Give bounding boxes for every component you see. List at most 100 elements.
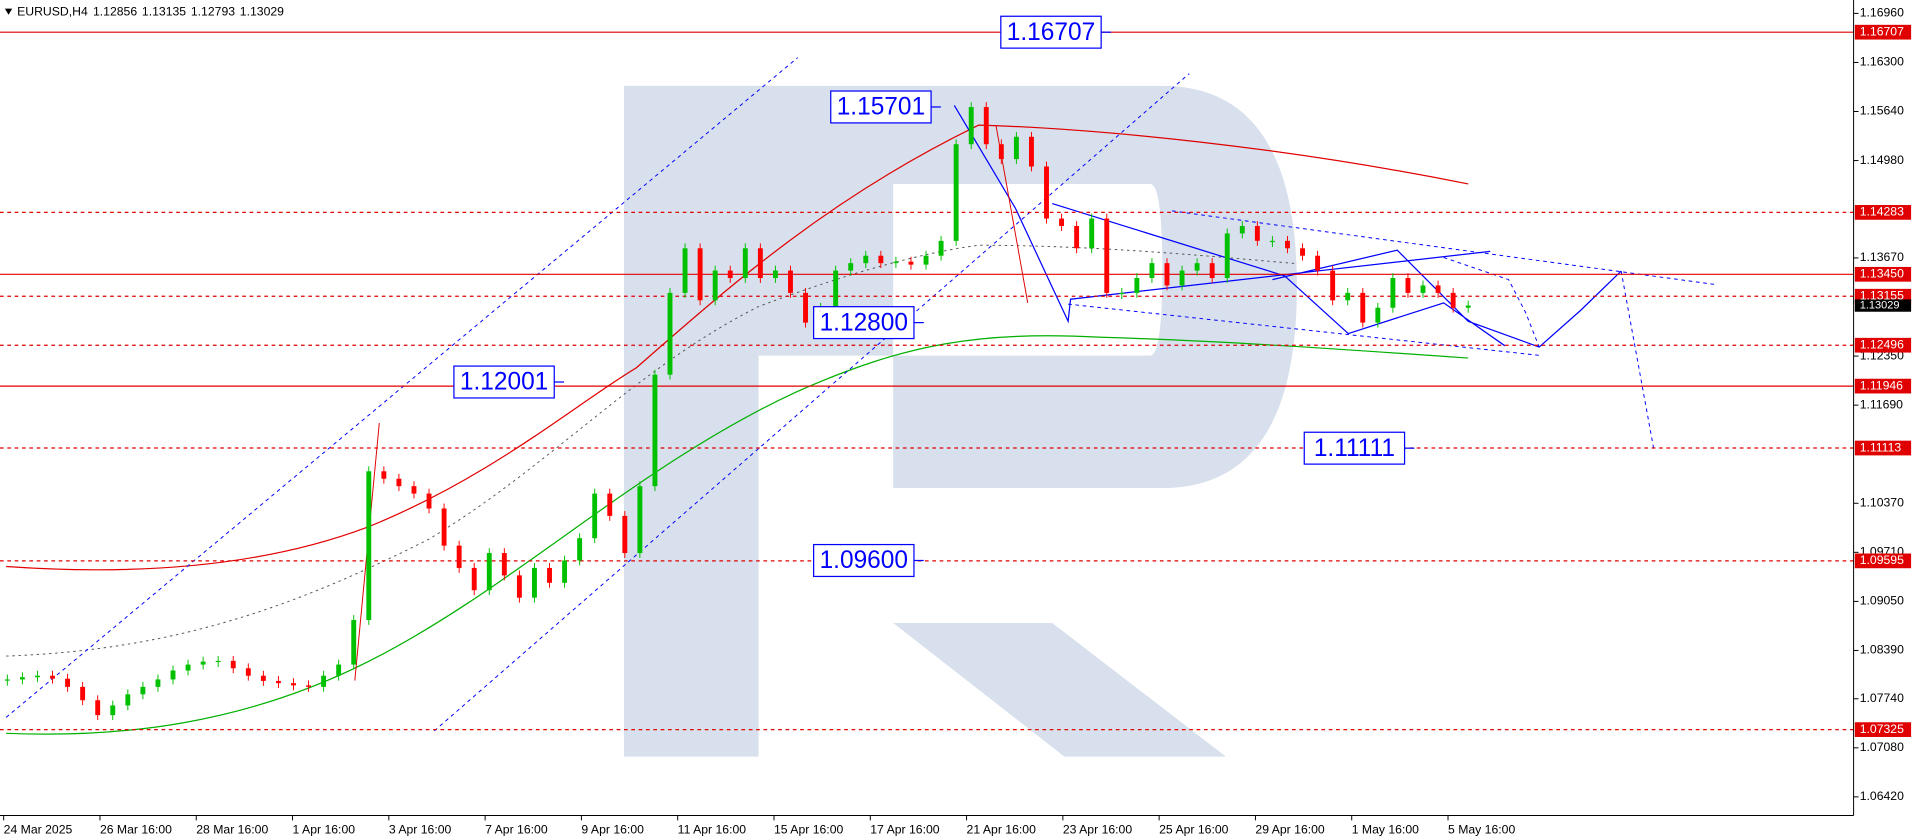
candle: [19, 677, 25, 680]
candle: [712, 270, 718, 301]
candle: [260, 675, 266, 681]
candle: [426, 493, 432, 509]
candle: [1059, 218, 1065, 226]
x-tick-label: 29 Apr 16:00: [1255, 822, 1325, 836]
candle: [411, 486, 417, 494]
y-tick-label: 1.14980: [1860, 153, 1904, 167]
candle: [441, 508, 447, 546]
x-tick-label: 11 Apr 16:00: [678, 822, 747, 836]
candle: [547, 567, 552, 583]
candle: [306, 685, 311, 687]
level-tag: [1854, 440, 1912, 456]
candle: [788, 270, 793, 293]
candle: [4, 679, 10, 681]
x-tick-label: 17 Apr 16:00: [870, 822, 940, 836]
level-tag: [1854, 266, 1912, 282]
y-tick-label: 1.09050: [1860, 594, 1904, 608]
candle: [456, 545, 462, 568]
candle: [50, 675, 55, 679]
level-tag-label: 1.13155: [1860, 288, 1904, 302]
x-tick-label: 26 Mar 16:00: [100, 822, 172, 836]
x-tick-label: 24 Mar 2025: [4, 822, 73, 836]
candle: [110, 705, 116, 716]
candle: [80, 686, 86, 701]
x-tick-label: 15 Apr 16:00: [774, 822, 844, 836]
level-tag-label: 1.09595: [1860, 553, 1904, 567]
candle: [215, 660, 221, 663]
candle: [1224, 233, 1230, 279]
candle: [908, 261, 914, 265]
candle: [1119, 292, 1125, 295]
candle: [125, 694, 131, 706]
candle: [351, 619, 357, 665]
candle: [878, 255, 884, 264]
y-tick-label: 1.07080: [1860, 740, 1904, 754]
candle: [833, 270, 839, 308]
candle: [637, 486, 643, 554]
candle: [230, 660, 236, 669]
level-tag-label: 1.12496: [1860, 337, 1904, 351]
candle: [1179, 270, 1185, 286]
candle: [682, 248, 688, 293]
candle: [1194, 263, 1200, 271]
candle: [366, 471, 372, 620]
candle: [562, 560, 568, 583]
x-tick-label: 5 May 16:00: [1448, 822, 1515, 836]
candle: [998, 144, 1004, 160]
candle: [170, 670, 176, 680]
candle: [1209, 263, 1215, 279]
candle: [1300, 248, 1305, 256]
annotation-box: [1303, 431, 1406, 465]
header: EURUSD,H4 1.12856 1.13135 1.12793 1.1302…: [4, 4, 284, 19]
level-tag-label: 1.16707: [1860, 24, 1904, 38]
candle: [1013, 136, 1019, 160]
candle: [155, 679, 161, 687]
candle: [396, 478, 402, 487]
level-tag: [1854, 722, 1912, 737]
candle: [1044, 166, 1049, 219]
ohlc-low: 1.12793: [191, 4, 235, 18]
candle: [185, 664, 191, 671]
level-tag: [1854, 205, 1912, 220]
x-tick-label: 23 Apr 16:00: [1063, 822, 1133, 836]
candle: [1375, 307, 1381, 323]
candle: [697, 248, 703, 301]
candle: [516, 575, 522, 598]
candle: [953, 144, 959, 241]
candle: [275, 680, 281, 684]
annotation-box: [813, 543, 915, 578]
candle: [592, 493, 598, 539]
candle: [983, 107, 989, 145]
annotation-label: 1.11111: [1314, 435, 1395, 462]
y-tick-label: 1.11690: [1860, 397, 1903, 411]
level-tag: [1854, 337, 1912, 353]
annotation-label: 1.09600: [820, 547, 908, 574]
x-tick-label: 28 Mar 16:00: [196, 822, 268, 836]
candle: [803, 292, 808, 323]
candle: [1089, 218, 1095, 249]
candle: [486, 553, 492, 591]
candle: [35, 675, 40, 678]
level-tag-label: 1.07325: [1860, 722, 1904, 736]
candle: [1345, 292, 1351, 301]
x-tick-label: 7 Apr 16:00: [485, 822, 548, 836]
ohlc-open: 1.12856: [93, 4, 137, 18]
candle: [727, 270, 733, 279]
y-tick-label: 1.16960: [1860, 6, 1904, 20]
y-tick-label: 1.15640: [1860, 104, 1904, 118]
candle: [1254, 225, 1260, 241]
candle: [1465, 305, 1471, 308]
candle: [923, 255, 929, 265]
candle: [245, 668, 251, 676]
level-tag: [1854, 24, 1912, 40]
candle: [381, 471, 387, 479]
candle: [1360, 292, 1366, 323]
annotation-label: 1.16707: [1007, 19, 1095, 46]
candle: [532, 567, 537, 598]
candle: [848, 263, 854, 271]
candle: [1239, 225, 1245, 234]
candle: [200, 661, 206, 665]
candle: [1390, 278, 1396, 308]
